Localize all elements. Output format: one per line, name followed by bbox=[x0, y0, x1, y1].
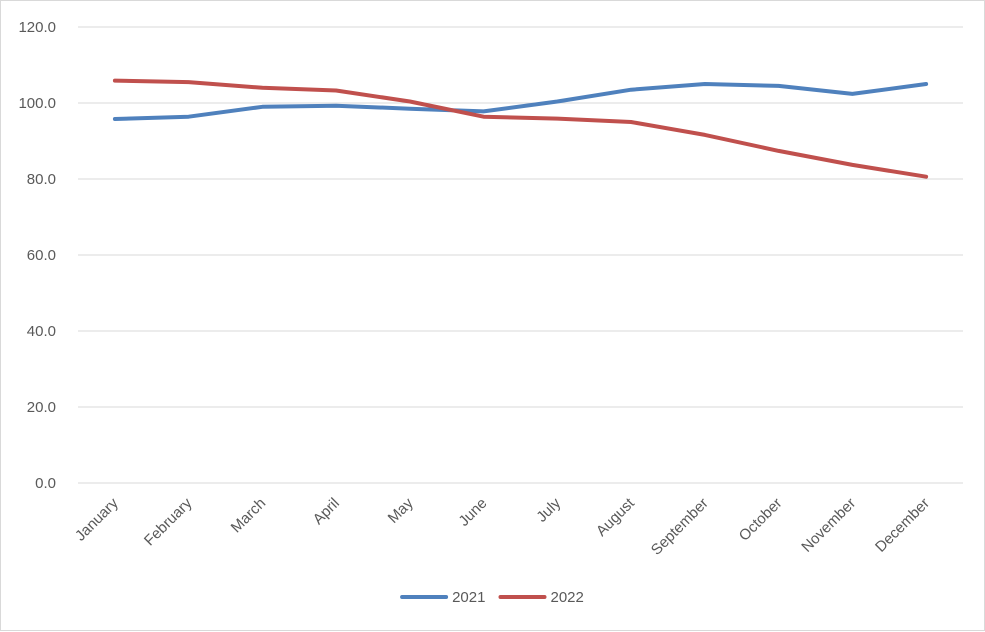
legend-label-2022: 2022 bbox=[551, 589, 584, 606]
y-tick-label: 100.0 bbox=[18, 95, 56, 112]
series-line-2022 bbox=[112, 78, 929, 179]
x-tick-label: January bbox=[72, 494, 122, 544]
x-tick-label: May bbox=[385, 494, 417, 526]
x-tick-label: September bbox=[648, 495, 712, 559]
x-tick-label: October bbox=[736, 495, 786, 545]
x-tick-label: July bbox=[533, 494, 564, 525]
y-tick-label: 0.0 bbox=[35, 475, 56, 492]
x-tick-label: April bbox=[310, 495, 343, 528]
y-tick-label: 80.0 bbox=[27, 171, 56, 188]
series-line-2021 bbox=[112, 82, 929, 121]
x-tick-label: August bbox=[593, 494, 639, 540]
y-axis-tick-labels: 0.0 20.0 40.0 60.0 80.0 100.0 120.0 bbox=[18, 19, 56, 492]
x-axis-tick-labels: January February March April May June July Augu… bbox=[72, 494, 933, 558]
y-tick-label: 120.0 bbox=[18, 19, 56, 36]
legend-label-2021: 2021 bbox=[452, 589, 485, 606]
x-tick-label: March bbox=[228, 495, 269, 536]
y-tick-label: 40.0 bbox=[27, 323, 56, 340]
x-tick-label: December bbox=[872, 495, 933, 556]
y-tick-label: 20.0 bbox=[27, 399, 56, 416]
gridlines bbox=[78, 26, 963, 484]
y-tick-label: 60.0 bbox=[27, 247, 56, 264]
series-lines bbox=[112, 78, 929, 179]
legend: 2021 2022 bbox=[400, 589, 584, 606]
x-tick-label: February bbox=[141, 494, 196, 549]
x-tick-label: November bbox=[798, 495, 859, 556]
x-tick-label: June bbox=[455, 495, 490, 530]
